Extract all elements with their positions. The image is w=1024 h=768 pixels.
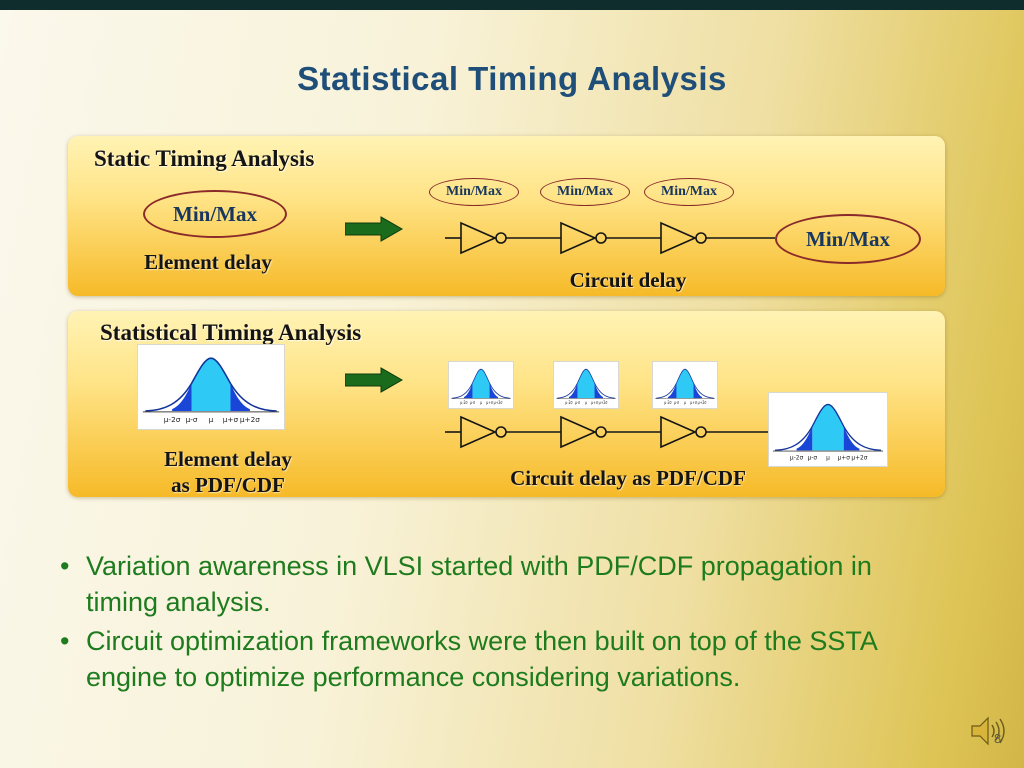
- statistical-timing-heading: Statistical Timing Analysis: [100, 320, 362, 345]
- flow-arrow-icon: [345, 216, 403, 242]
- speaker-icon[interactable]: [970, 714, 1006, 748]
- statistical-timing-panel: Statistical Timing Analysis Element dela…: [68, 311, 945, 497]
- static-timing-heading: Static Timing Analysis: [94, 146, 315, 171]
- bullet-marker: •: [60, 626, 70, 656]
- result-minmax-ellipse: Min/Max: [775, 214, 921, 264]
- slide-title: Statistical Timing Analysis: [297, 60, 727, 97]
- gate-minmax-ellipse: Min/Max: [644, 178, 734, 206]
- element-delay-pdf-line2: as PDF/CDF: [171, 473, 285, 497]
- static-timing-panel: Static Timing Analysis Min/Max Element d…: [68, 136, 945, 296]
- element-delay-label: Element delay: [144, 250, 272, 274]
- bullet-text: Variation awareness in VLSI started with…: [86, 551, 872, 617]
- bullet-marker: •: [60, 551, 70, 581]
- element-minmax-label: Min/Max: [173, 201, 257, 226]
- gate-minmax-ellipse: Min/Max: [429, 178, 519, 206]
- element-pdf-plot: [137, 344, 285, 430]
- gate-chain-diagram: [445, 218, 775, 258]
- gate-minmax-label: Min/Max: [557, 184, 613, 199]
- bullet-item: • Circuit optimization frameworks were t…: [60, 623, 960, 695]
- gate-minmax-label: Min/Max: [446, 184, 502, 199]
- gate-pdf-plot: [553, 361, 619, 409]
- result-minmax-label: Min/Max: [806, 226, 890, 251]
- page-number: 8: [994, 731, 1002, 746]
- element-delay-pdf-line1: Element delay: [164, 447, 292, 471]
- element-delay-pdf-label: Element delay as PDF/CDF: [88, 446, 368, 498]
- gate-pdf-plot: [448, 361, 514, 409]
- circuit-pdf-plot: [768, 392, 888, 467]
- flow-arrow-icon: [345, 367, 403, 393]
- bullet-text: Circuit optimization frameworks were the…: [86, 626, 877, 692]
- circuit-delay-label: Circuit delay: [569, 268, 687, 292]
- bullet-list: • Variation awareness in VLSI started wi…: [60, 548, 960, 698]
- gate-minmax-ellipse: Min/Max: [540, 178, 630, 206]
- element-minmax-ellipse: Min/Max: [143, 190, 287, 238]
- bullet-item: • Variation awareness in VLSI started wi…: [60, 548, 960, 620]
- circuit-delay-pdf-label: Circuit delay as PDF/CDF: [510, 466, 746, 490]
- gate-pdf-plot: [652, 361, 718, 409]
- slide-top-border: [0, 0, 1024, 10]
- gate-minmax-label: Min/Max: [661, 184, 717, 199]
- gate-chain-diagram: [445, 412, 775, 452]
